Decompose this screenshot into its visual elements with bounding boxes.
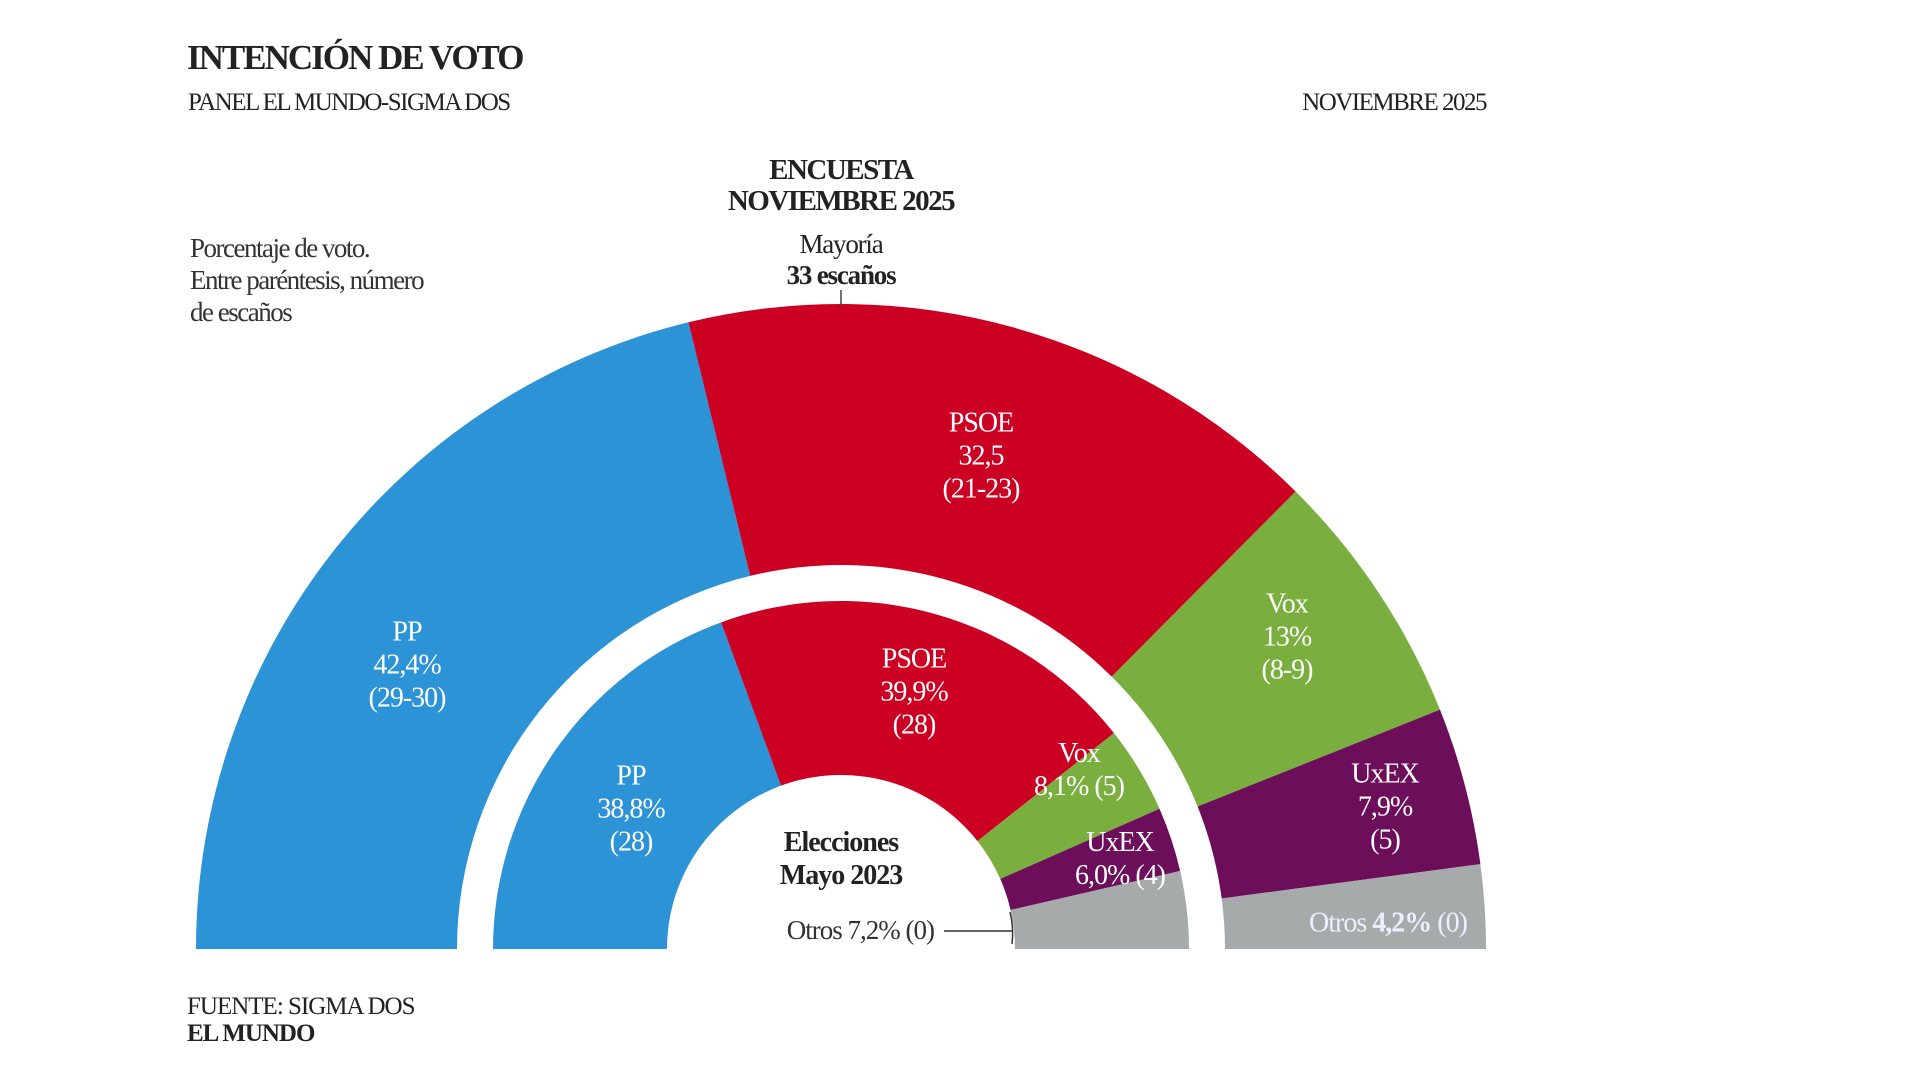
slice-outer-uxex — [1197, 709, 1481, 899]
party-name: UxEX — [1351, 758, 1420, 790]
outer-ring-title: ENCUESTA NOVIEMBRE 2025 — [727, 154, 956, 217]
party-name: Otros — [1309, 907, 1367, 939]
party-value: 7,2% — [847, 915, 901, 945]
label-inner-pp: PP 38,8% (28) — [597, 760, 665, 859]
chart-note: Porcentaje de voto. Entre paréntesis, nú… — [190, 232, 425, 328]
party-value: 8,1% — [1034, 771, 1089, 802]
chart-title: INTENCIÓN DE VOTO — [187, 38, 524, 77]
note-line: Entre paréntesis, número — [190, 265, 425, 295]
inner-ring-title-line: Elecciones — [783, 827, 899, 858]
source-text: FUENTE: SIGMA DOS — [187, 993, 415, 1020]
party-value: 39,9% — [880, 676, 948, 708]
party-seats: (28) — [609, 826, 654, 858]
majority-title: Mayoría — [799, 229, 883, 259]
party-seats: (5) — [1094, 771, 1125, 802]
slice-inner-pp — [493, 622, 782, 949]
label-outer-otros: Otros 4,2% (0) — [1309, 907, 1468, 940]
label-outer-psoe: PSOE 32,5 (21-23) — [942, 407, 1021, 506]
label-inner-psoe: PSOE 39,9% (28) — [880, 643, 948, 742]
slice-inner-uxex — [1000, 808, 1181, 910]
note-line: Porcentaje de voto. — [190, 233, 371, 263]
label-outer-vox: Vox 13% (8-9) — [1261, 588, 1314, 687]
slice-inner-otros — [1010, 870, 1189, 949]
party-seats: (0) — [905, 915, 936, 945]
party-value: 6,0% — [1075, 860, 1130, 891]
party-seats: (29-30) — [368, 682, 447, 714]
party-seats: (8-9) — [1261, 654, 1314, 686]
slice-outer-pp — [196, 322, 751, 949]
party-value: 13% — [1262, 621, 1312, 653]
party-name: Vox — [1266, 588, 1309, 620]
outer-ring-title-line: NOVIEMBRE 2025 — [727, 185, 956, 217]
outer-ring-title-line: ENCUESTA — [769, 154, 914, 186]
slice-inner-psoe — [721, 601, 1114, 842]
slice-outer-otros — [1221, 864, 1486, 949]
party-seats: (28) — [892, 709, 937, 741]
party-name: PSOE — [881, 643, 947, 675]
party-value: 38,8% — [597, 793, 665, 825]
majority-label: Mayoría 33 escaños — [786, 229, 897, 291]
inner-ring-title: Elecciones Mayo 2023 — [779, 826, 903, 892]
party-value: 32,5 — [958, 440, 1004, 472]
chart-source: FUENTE: SIGMA DOS EL MUNDO — [187, 993, 415, 1047]
party-name: PP — [616, 760, 646, 792]
party-seats: (5) — [1370, 824, 1401, 856]
label-outer-uxex: UxEX 7,9% (5) — [1351, 758, 1420, 857]
chart-subtitle: PANEL EL MUNDO-SIGMA DOS — [188, 89, 511, 116]
party-name: Vox — [1058, 738, 1101, 769]
label-outer-pp: PP 42,4% (29-30) — [368, 616, 447, 715]
party-seats: (0) — [1437, 907, 1468, 939]
brand-text: EL MUNDO — [187, 1020, 315, 1047]
label-inner-uxex: UxEX 6,0% (4) — [1075, 826, 1166, 892]
party-name: PP — [392, 616, 422, 648]
inner-ring-title-line: Mayo 2023 — [779, 860, 903, 891]
party-value: 7,9% — [1357, 791, 1413, 823]
chart-date: NOVIEMBRE 2025 — [1302, 89, 1487, 116]
otros-leader-line — [944, 911, 1014, 945]
party-value: 42,4% — [373, 649, 441, 681]
party-name: UxEX — [1086, 827, 1155, 858]
party-value: 4,2% — [1372, 907, 1432, 939]
party-seats: (4) — [1135, 860, 1166, 891]
slice-inner-vox — [977, 733, 1160, 879]
label-inner-otros: Otros 7,2% (0) — [786, 915, 936, 946]
party-name: Otros — [786, 915, 843, 945]
note-line: de escaños — [190, 297, 293, 327]
party-name: PSOE — [948, 407, 1014, 439]
slice-outer-psoe — [688, 304, 1296, 677]
party-seats: (21-23) — [942, 473, 1021, 505]
majority-value: 33 escaños — [786, 260, 897, 290]
label-inner-vox: Vox 8,1% (5) — [1034, 737, 1125, 803]
slice-outer-vox — [1111, 491, 1440, 807]
